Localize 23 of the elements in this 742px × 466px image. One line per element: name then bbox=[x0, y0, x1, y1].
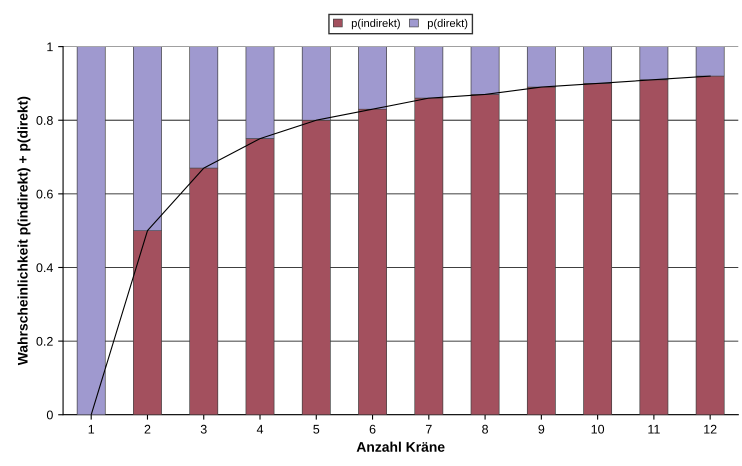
x-tick-label: 5 bbox=[313, 424, 320, 434]
y-axis-title: Wahrscheinlichkeit p(indirekt) + p(direkt) bbox=[17, 96, 30, 366]
y-tick-label: 0.4 bbox=[36, 263, 53, 272]
y-tick-label: 0.2 bbox=[36, 336, 53, 346]
x-tick-label: 10 bbox=[592, 424, 604, 434]
x-tick-label: 7 bbox=[426, 424, 432, 434]
x-tick-label: 6 bbox=[370, 424, 376, 434]
y-tick-label: 1 bbox=[47, 42, 53, 52]
x-tick-label: 8 bbox=[482, 424, 488, 434]
bar bbox=[76, 46, 106, 415]
y-tick-label: 0.8 bbox=[36, 116, 53, 125]
legend-label: p(indirekt) bbox=[352, 18, 400, 30]
legend-label: p(direkt) bbox=[428, 18, 468, 30]
x-tick-label: 2 bbox=[144, 424, 150, 434]
x-tick-label: 9 bbox=[538, 424, 544, 434]
y-tick-label: 0 bbox=[46, 410, 53, 420]
x-tick-label: 4 bbox=[256, 424, 264, 434]
x-tick-label: 12 bbox=[704, 424, 716, 434]
y-tick-label: 0.6 bbox=[36, 190, 53, 199]
x-tick-label: 3 bbox=[200, 424, 207, 434]
x-axis-title: Anzahl Kräne bbox=[356, 442, 445, 452]
x-tick-label: 11 bbox=[648, 424, 660, 434]
x-tick-label: 1 bbox=[88, 424, 94, 434]
